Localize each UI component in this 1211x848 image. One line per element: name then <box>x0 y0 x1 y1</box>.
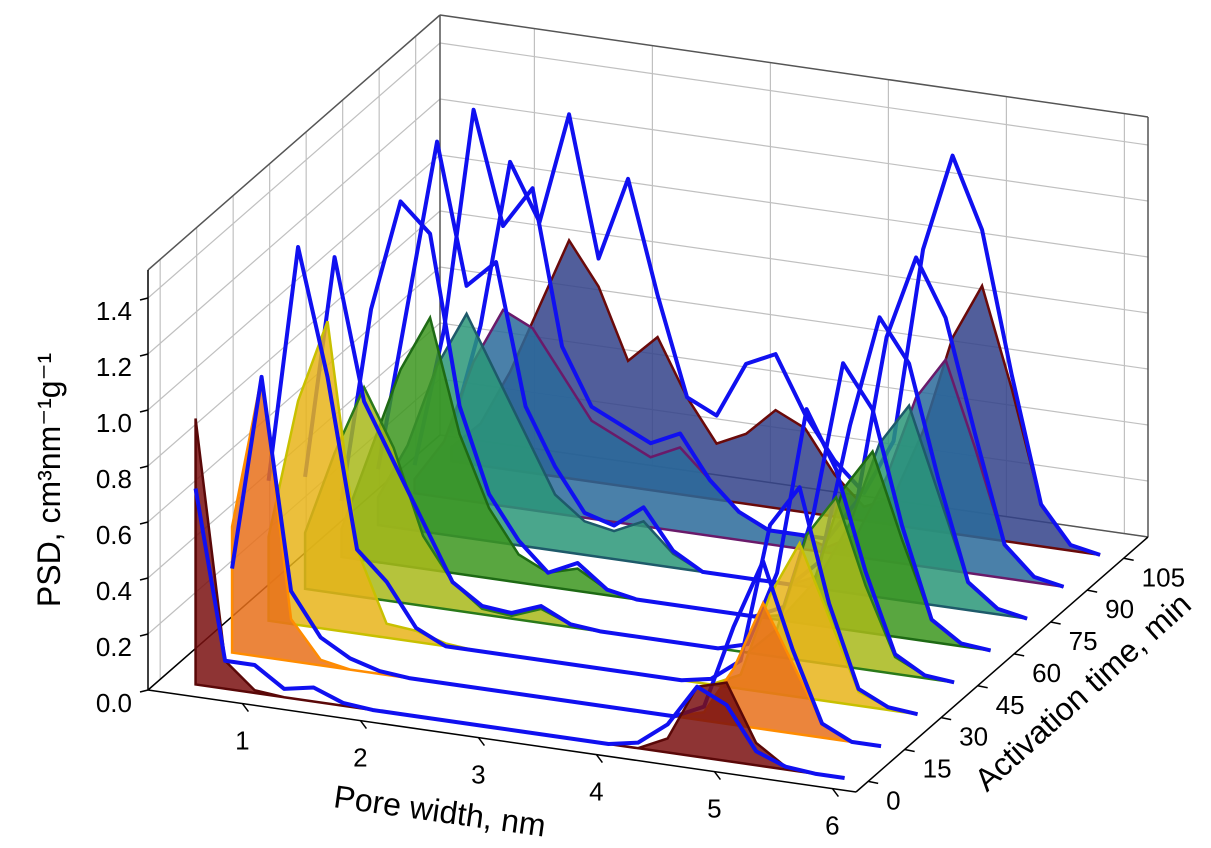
x-tick-label: 3 <box>471 760 485 790</box>
y-tick-label: 1.4 <box>96 296 132 326</box>
x-tick <box>241 703 249 713</box>
curve <box>376 139 1028 621</box>
x-tick <box>477 737 485 747</box>
y-tick-label: 0.2 <box>96 632 132 662</box>
box-edge <box>147 14 441 271</box>
curve <box>339 199 992 653</box>
x-tick <box>359 720 367 730</box>
x-tick <box>831 788 840 798</box>
x-tick <box>595 754 604 764</box>
grid-line <box>439 98 1149 202</box>
z-tick <box>1087 589 1098 593</box>
z-tick <box>1014 653 1025 657</box>
grid-line <box>439 42 1149 146</box>
y-tick-label: 1.2 <box>96 352 132 382</box>
z-tick-label: 90 <box>1105 594 1134 624</box>
z-tick-label: 60 <box>1032 658 1061 688</box>
grid-line <box>147 98 441 355</box>
curve <box>449 112 1101 557</box>
y-tick-label: 1.0 <box>96 408 132 438</box>
y-tick <box>139 409 149 413</box>
z-tick <box>868 780 879 785</box>
curve <box>303 255 955 685</box>
z-tick <box>977 685 988 689</box>
z-tick-label: 105 <box>1142 562 1185 592</box>
y-tick-label: 0.4 <box>96 576 132 606</box>
axis-line <box>147 689 857 793</box>
x-tick-label: 4 <box>589 777 603 807</box>
y-axis-title: PSD, cm³nm⁻¹g⁻¹ <box>31 353 67 607</box>
y-tick <box>139 633 149 637</box>
x-tick-label: 6 <box>825 811 839 841</box>
z-tick-label: 30 <box>959 722 988 752</box>
y-tick-label: 0.6 <box>96 520 132 550</box>
y-tick <box>139 353 149 357</box>
x-tick-label: 1 <box>235 726 249 756</box>
x-tick-label: 2 <box>353 743 367 773</box>
x-tick-label: 5 <box>707 794 721 824</box>
curve <box>230 374 882 749</box>
y-tick <box>139 577 149 581</box>
z-tick-label: 75 <box>1069 626 1098 656</box>
y-tick-label: 0.0 <box>96 688 132 718</box>
curve <box>193 488 845 780</box>
x-axis-title: Pore width, nm <box>332 778 548 843</box>
curve <box>266 244 919 717</box>
grid-line <box>439 154 1149 258</box>
z-tick-label: 45 <box>996 690 1025 720</box>
grid-line <box>439 210 1149 314</box>
y-tick <box>139 689 149 693</box>
z-tick <box>904 748 915 753</box>
grid-line <box>147 42 441 299</box>
z-tick <box>1050 621 1061 625</box>
curve <box>412 107 1065 589</box>
y-tick <box>139 465 149 469</box>
x-tick <box>713 771 722 781</box>
y-tick <box>139 297 149 301</box>
box-edge <box>439 14 1149 118</box>
plot-area <box>193 107 1101 780</box>
y-tick-label: 0.8 <box>96 464 132 494</box>
z-tick-label: 15 <box>923 754 952 784</box>
z-tick-label: 0 <box>886 785 900 815</box>
z-tick <box>1123 557 1134 561</box>
y-tick <box>139 521 149 525</box>
z-tick <box>941 716 952 721</box>
